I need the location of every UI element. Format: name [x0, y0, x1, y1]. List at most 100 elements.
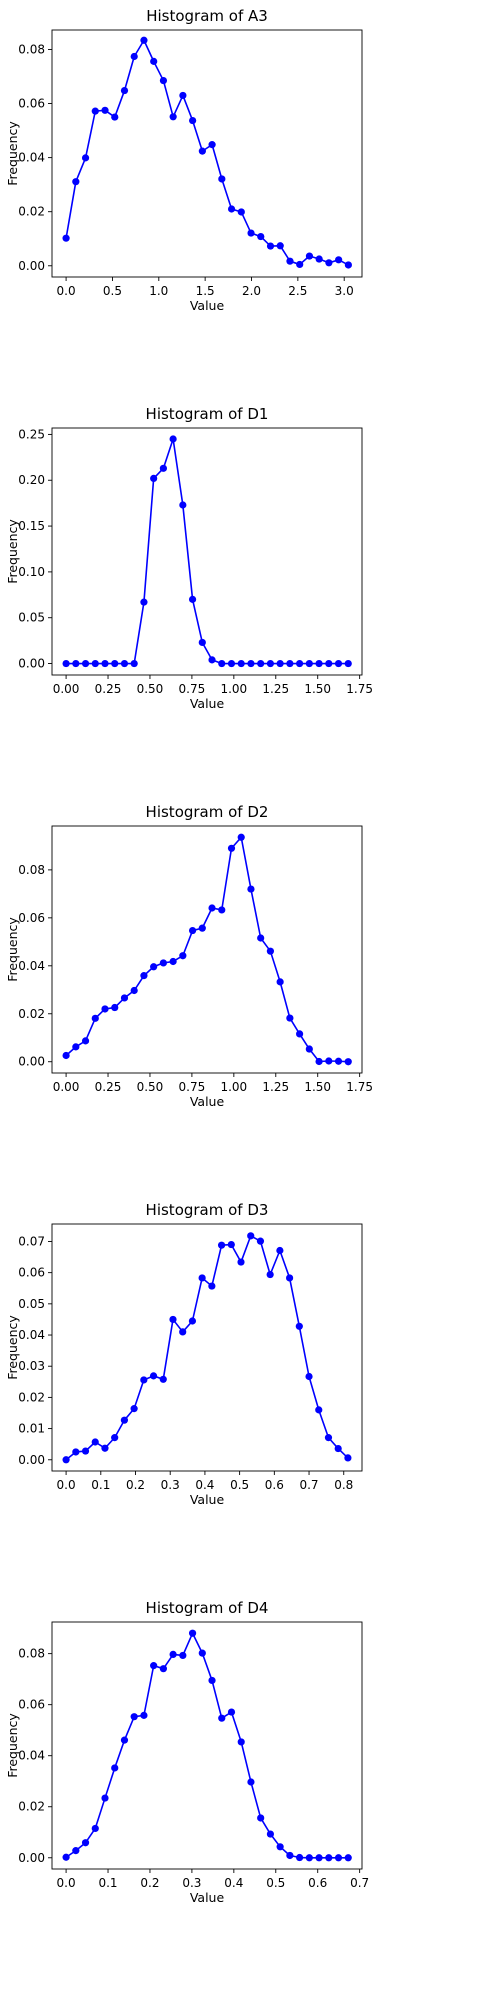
data-point — [81, 1037, 90, 1045]
y-axis-label: Frequency — [5, 519, 20, 584]
x-tick-label: 0.0 — [57, 284, 76, 298]
data-point — [179, 952, 187, 960]
data-point — [188, 1317, 197, 1325]
y-tick-label: 0.00 — [18, 1851, 45, 1865]
series-line — [65, 39, 349, 266]
data-point — [101, 1444, 109, 1452]
x-axis-label: Value — [190, 1492, 225, 1507]
data-point — [159, 76, 168, 85]
data-point — [227, 659, 236, 668]
data-point — [276, 242, 284, 250]
data-point — [130, 659, 138, 668]
x-tick-label: 0.5 — [230, 1478, 249, 1492]
chart-title: Histogram of D2 — [146, 803, 269, 821]
data-point — [324, 1434, 333, 1442]
data-point — [188, 595, 197, 603]
x-tick-label: 0.75 — [179, 1080, 206, 1094]
y-tick-label: 0.00 — [18, 259, 45, 273]
chart-panel-3: Histogram of D3 0.0 0.1 0.2 0.3 0.4 0.5 0.6 0.7 0… — [5, 1201, 363, 1507]
x-tick-label: 1.75 — [346, 1080, 373, 1094]
x-tick-label: 0.5 — [266, 1876, 285, 1890]
data-point — [344, 1854, 352, 1862]
data-point — [266, 659, 275, 668]
data-point — [130, 1405, 138, 1413]
y-tick-label: 0.25 — [18, 427, 45, 441]
data-point — [72, 178, 80, 186]
data-point — [62, 1853, 70, 1861]
data-point — [91, 107, 99, 115]
data-point — [208, 1676, 216, 1685]
data-point — [150, 963, 158, 971]
data-point — [111, 659, 119, 668]
data-point — [257, 232, 265, 241]
x-tick-label: 0.0 — [57, 1478, 76, 1492]
data-point — [150, 1662, 158, 1670]
data-point — [198, 1649, 206, 1657]
data-point — [305, 252, 314, 260]
data-point — [208, 1282, 216, 1290]
data-point — [189, 116, 197, 125]
chart-panel-2: Histogram of D2 0.00 0.25 0.50 0.75 1.00 1.25 1… — [5, 803, 373, 1109]
data-point — [257, 934, 265, 942]
x-tick-label: 1.00 — [220, 682, 247, 696]
data-point — [334, 1854, 343, 1862]
data-point — [159, 1665, 167, 1673]
data-point — [208, 656, 216, 664]
data-point — [179, 501, 187, 509]
data-point — [72, 1847, 80, 1855]
data-point — [305, 1045, 313, 1053]
x-tick-label: 0.25 — [95, 1080, 122, 1094]
x-tick-label: 1.5 — [196, 284, 215, 298]
data-point — [237, 208, 245, 216]
y-axis-label: Frequency — [5, 1713, 20, 1778]
data-point — [169, 435, 177, 443]
x-tick-label: 0.1 — [91, 1478, 110, 1492]
data-point — [286, 1014, 294, 1022]
x-tick-label: 0.75 — [179, 682, 206, 696]
x-tick-label: 0.6 — [308, 1876, 327, 1890]
data-point — [81, 1839, 90, 1847]
data-point — [237, 1258, 245, 1266]
data-point — [150, 474, 158, 483]
chart-panel-4: Histogram of D4 0.0 0.1 0.2 0.3 0.4 0.5 0.6 0.7 0… — [5, 1599, 369, 1905]
x-axis-label: Value — [190, 696, 225, 711]
chart-panel-0: Histogram of A3 0.0 0.5 1.0 1.5 2.0 2.5 3.0 0.00… — [5, 7, 363, 313]
y-tick-label: 0.02 — [18, 1390, 45, 1404]
data-point — [208, 904, 216, 912]
data-point — [296, 1853, 304, 1862]
axes-frame — [51, 29, 363, 278]
data-point — [286, 1274, 294, 1282]
series-line — [65, 1235, 349, 1461]
x-tick-label: 0.00 — [53, 1080, 80, 1094]
data-point — [120, 1736, 129, 1744]
data-point — [315, 659, 323, 668]
data-point — [247, 229, 255, 237]
data-point — [81, 659, 90, 668]
x-tick-label: 0.00 — [53, 682, 80, 696]
x-tick-label: 0.2 — [140, 1876, 159, 1890]
data-point — [101, 1005, 109, 1013]
data-point — [296, 659, 304, 668]
data-point — [72, 1043, 80, 1051]
y-tick-label: 0.06 — [18, 1698, 45, 1712]
x-tick-label: 0.50 — [137, 682, 164, 696]
data-point — [266, 1270, 274, 1279]
data-point — [325, 659, 333, 668]
data-point — [188, 926, 197, 935]
chart-title: Histogram of D3 — [146, 1201, 269, 1219]
x-tick-label: 1.0 — [149, 284, 168, 298]
series-line — [65, 1632, 349, 1859]
data-point — [315, 255, 323, 263]
data-point — [295, 1322, 303, 1330]
x-axis-label: Value — [190, 1094, 225, 1109]
y-tick-label: 0.06 — [18, 1266, 45, 1280]
data-point — [198, 638, 206, 647]
data-point — [266, 1830, 275, 1838]
axes-frame — [51, 825, 363, 1074]
axes-frame — [51, 1223, 363, 1472]
y-tick-label: 0.00 — [18, 657, 45, 671]
data-point — [237, 1738, 245, 1746]
data-point — [62, 234, 70, 242]
data-point — [169, 1650, 177, 1659]
